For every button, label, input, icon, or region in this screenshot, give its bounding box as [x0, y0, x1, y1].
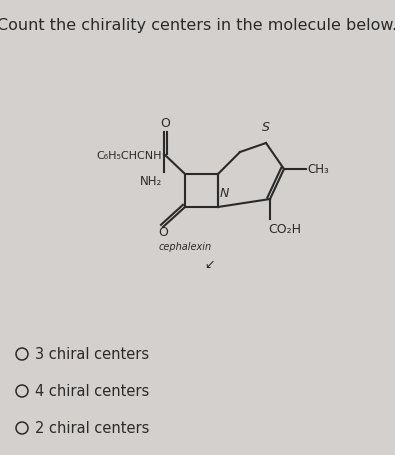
Text: 4 chiral centers: 4 chiral centers	[35, 384, 149, 399]
Text: O: O	[160, 117, 170, 130]
Text: N: N	[220, 187, 229, 200]
Text: 3 chiral centers: 3 chiral centers	[35, 347, 149, 362]
Text: 2 chiral centers: 2 chiral centers	[35, 420, 149, 435]
Text: ↙: ↙	[205, 258, 215, 270]
Text: C₆H₅CHCNH: C₆H₅CHCNH	[96, 151, 162, 161]
Text: CO₂H: CO₂H	[268, 222, 301, 236]
Text: CH₃: CH₃	[307, 163, 329, 176]
Text: NH₂: NH₂	[140, 175, 162, 187]
Text: O: O	[158, 226, 168, 238]
Text: Count the chirality centers in the molecule below.: Count the chirality centers in the molec…	[0, 18, 395, 33]
Text: S: S	[262, 121, 270, 134]
Text: cephalexin: cephalexin	[158, 242, 212, 252]
